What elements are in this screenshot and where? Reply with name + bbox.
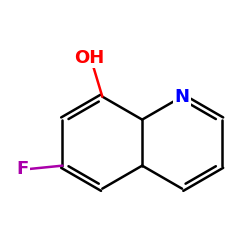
Text: N: N [174, 88, 190, 106]
Text: F: F [16, 160, 29, 178]
Text: OH: OH [74, 49, 104, 67]
